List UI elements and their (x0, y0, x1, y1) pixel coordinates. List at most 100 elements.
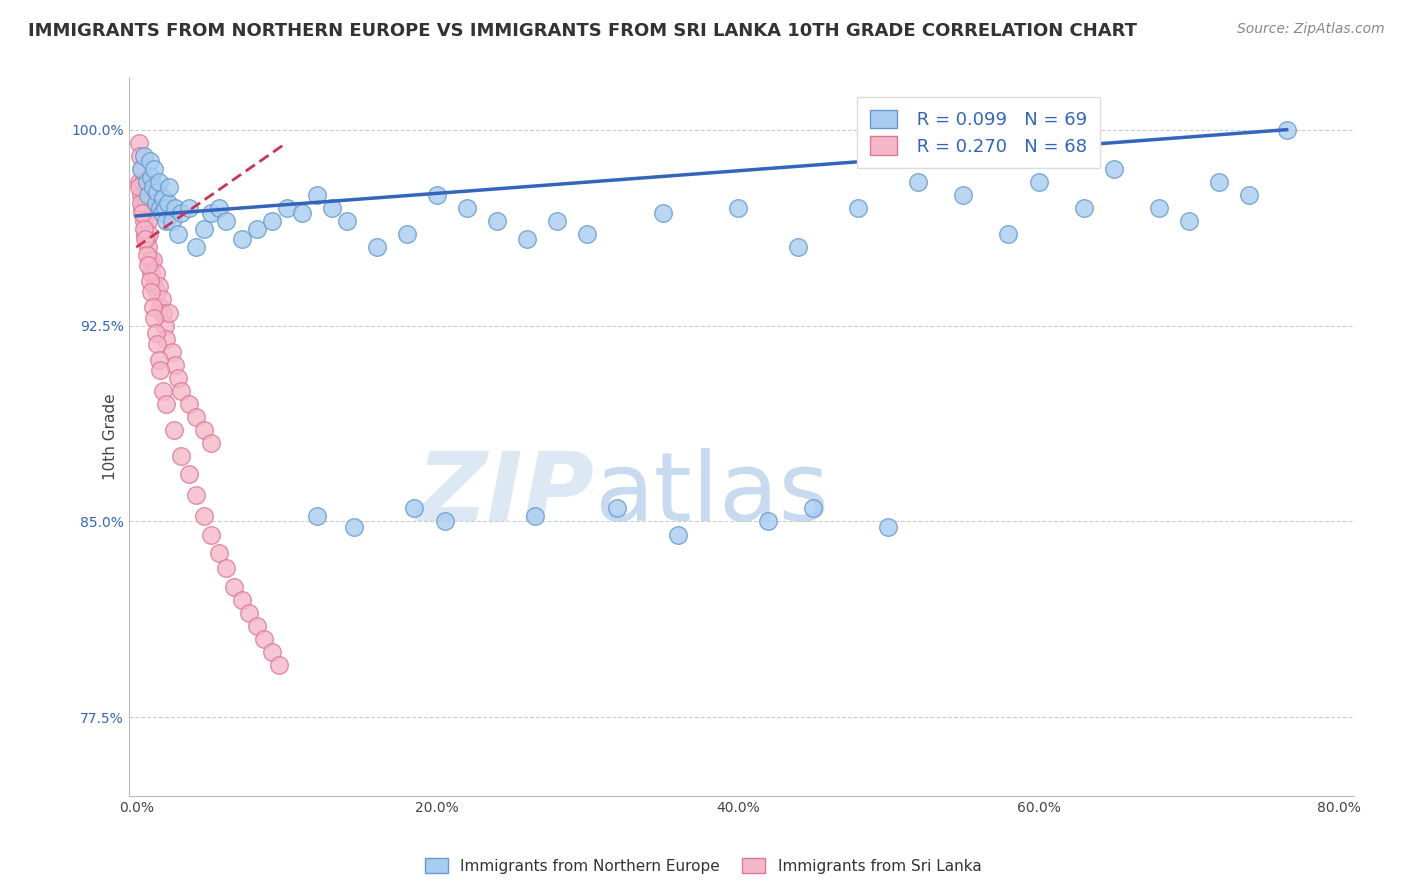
Point (366, 240, 388, 254)
Point (162, 344, 184, 359)
Point (145, 195, 167, 210)
Point (165, 358, 187, 372)
Point (231, 232, 253, 246)
Text: Source: ZipAtlas.com: Source: ZipAtlas.com (1237, 22, 1385, 37)
Point (276, 201, 298, 215)
Point (231, 592, 253, 607)
Point (260, 214, 283, 228)
Point (146, 285, 169, 299)
Point (132, 149, 155, 163)
Point (150, 293, 173, 307)
Point (136, 214, 159, 228)
Point (141, 169, 163, 184)
Point (139, 274, 162, 288)
Y-axis label: 10th Grade: 10th Grade (103, 393, 118, 480)
Point (952, 188, 974, 202)
Point (200, 206, 222, 220)
Point (136, 188, 159, 202)
Point (132, 175, 155, 189)
Point (343, 519, 366, 533)
Point (245, 222, 267, 236)
Point (142, 300, 165, 314)
Point (846, 201, 869, 215)
Point (153, 318, 176, 333)
Point (142, 180, 165, 194)
Point (136, 259, 159, 273)
Point (1275, 122, 1298, 136)
Point (128, 180, 150, 194)
Point (426, 188, 449, 202)
Point (651, 206, 673, 220)
Point (186, 409, 208, 424)
Point (131, 206, 153, 220)
Point (1237, 188, 1260, 202)
Point (170, 449, 193, 463)
Point (1102, 161, 1125, 176)
Point (145, 326, 167, 341)
Point (260, 645, 283, 659)
Point (456, 201, 478, 215)
Point (1073, 201, 1095, 215)
Point (146, 186, 169, 200)
Point (132, 214, 155, 228)
Legend:  R = 0.099   N = 69,  R = 0.270   N = 68: R = 0.099 N = 69, R = 0.270 N = 68 (858, 97, 1099, 169)
Point (134, 188, 156, 202)
Point (997, 227, 1019, 242)
Point (139, 154, 162, 169)
Point (145, 266, 167, 280)
Point (155, 214, 177, 228)
Point (787, 240, 810, 254)
Point (134, 227, 156, 242)
Point (135, 175, 157, 189)
Point (141, 285, 163, 299)
Point (546, 214, 568, 228)
Point (149, 201, 172, 215)
Point (1208, 175, 1230, 189)
Point (152, 191, 174, 205)
Point (305, 188, 328, 202)
Point (128, 136, 150, 150)
Point (186, 240, 208, 254)
Point (486, 214, 509, 228)
Point (523, 509, 546, 524)
Point (253, 632, 276, 646)
Point (157, 305, 180, 319)
Point (153, 201, 176, 215)
Point (756, 515, 779, 529)
Point (150, 206, 173, 220)
Point (576, 227, 599, 242)
Point (305, 509, 328, 524)
Point (135, 232, 157, 246)
Point (129, 188, 152, 202)
Point (156, 195, 179, 210)
Point (132, 222, 155, 236)
Point (129, 195, 152, 210)
Point (222, 580, 245, 594)
Point (877, 519, 900, 533)
Point (148, 279, 170, 293)
Point (128, 175, 150, 189)
Point (186, 488, 208, 502)
Point (149, 363, 172, 377)
Point (238, 606, 260, 620)
Point (129, 149, 152, 163)
Point (170, 384, 193, 398)
Point (170, 206, 193, 220)
Point (404, 501, 426, 516)
Point (606, 501, 628, 516)
Point (193, 222, 215, 236)
Point (155, 332, 177, 346)
Point (148, 352, 170, 367)
Point (143, 310, 166, 325)
Point (134, 232, 156, 246)
Point (208, 546, 231, 560)
Point (516, 232, 538, 246)
Point (907, 175, 929, 189)
Point (666, 527, 689, 541)
Point (131, 201, 153, 215)
Point (193, 509, 215, 524)
Point (131, 161, 153, 176)
Point (142, 253, 165, 268)
Point (149, 300, 172, 314)
Point (177, 201, 200, 215)
